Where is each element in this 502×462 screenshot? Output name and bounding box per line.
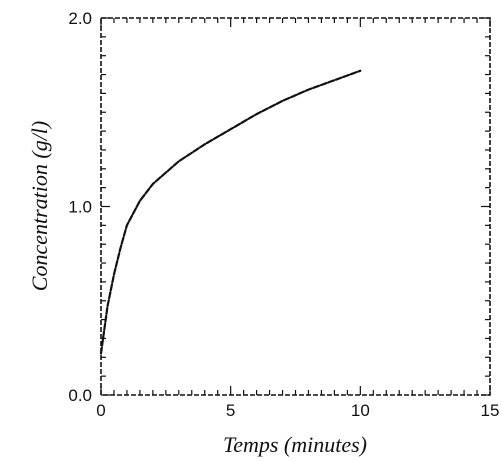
x-axis-title: Temps (minutes): [223, 432, 367, 457]
plot-frame: [100, 17, 491, 396]
axis-ticks: [100, 17, 491, 396]
y-tick-labels: 0.0 1.0 2.0: [68, 9, 92, 405]
y-axis-title: Concentration (g/l): [27, 121, 52, 291]
series-line: [99, 69, 362, 355]
x-tick-label: 10: [351, 401, 370, 420]
x-tick-label: 15: [481, 401, 500, 420]
y-tick-label: 1.0: [68, 198, 92, 217]
y-tick-label: 0.0: [68, 386, 92, 405]
x-tick-labels: 0 5 10 15: [96, 401, 499, 420]
x-tick-label: 5: [226, 401, 235, 420]
x-tick-label: 0: [96, 401, 105, 420]
y-tick-label: 2.0: [68, 9, 92, 28]
